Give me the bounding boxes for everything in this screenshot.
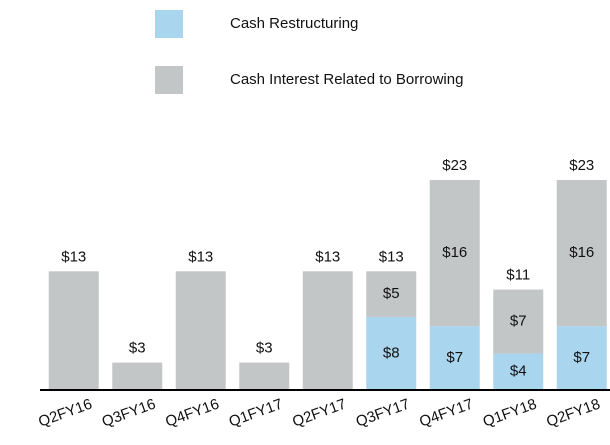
bar-segment <box>366 271 417 317</box>
total-label: $13 <box>61 248 86 265</box>
total-label: $13 <box>379 248 404 265</box>
total-label: $23 <box>569 157 594 174</box>
legend-swatch <box>155 66 183 94</box>
bar-segment <box>556 180 607 327</box>
total-label: $23 <box>442 157 467 174</box>
bar-segment <box>366 316 417 390</box>
x-tick-label: Q2FY16 <box>36 396 94 431</box>
value-label: $8 <box>383 344 400 361</box>
bar-segment <box>429 180 480 327</box>
bar-segment <box>429 326 480 390</box>
x-tick-label: Q1FY18 <box>481 396 539 431</box>
total-label: $11 <box>506 267 530 284</box>
legend-swatch <box>155 10 183 38</box>
x-tick-label: Q3FY17 <box>354 396 412 431</box>
legend-label: Cash Interest Related to Borrowing <box>230 71 463 88</box>
value-label: $16 <box>569 244 594 261</box>
bar-segment <box>48 271 99 390</box>
bar-segment <box>175 271 226 390</box>
value-label: $5 <box>383 285 400 302</box>
total-label: $13 <box>188 248 213 265</box>
value-label: $7 <box>446 349 463 366</box>
bar-segment <box>302 271 353 390</box>
value-label: $7 <box>510 312 527 329</box>
x-tick-label: Q2FY17 <box>290 396 348 431</box>
value-label: $16 <box>442 244 467 261</box>
total-label: $3 <box>129 340 146 357</box>
bar-segment <box>556 326 607 390</box>
value-label: $4 <box>510 363 527 380</box>
total-label: $13 <box>315 248 340 265</box>
x-tick-label: Q1FY17 <box>227 396 285 431</box>
bar-segment <box>239 362 290 390</box>
x-tick-label: Q4FY17 <box>417 396 475 431</box>
x-tick-label: Q2FY18 <box>544 396 602 431</box>
bar-segment <box>493 353 544 390</box>
x-tick-label: Q4FY16 <box>163 396 221 431</box>
total-label: $3 <box>256 340 273 357</box>
bar-segment <box>493 289 544 354</box>
bar-segment <box>112 362 163 390</box>
legend-label: Cash Restructuring <box>230 15 358 32</box>
value-label: $7 <box>573 349 590 366</box>
x-tick-label: Q3FY16 <box>100 396 158 431</box>
